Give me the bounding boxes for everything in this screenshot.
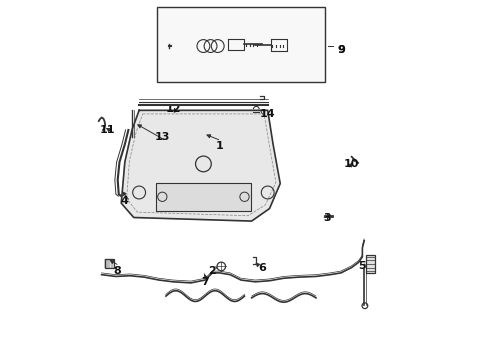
Bar: [365, 255, 374, 273]
Text: 12: 12: [165, 104, 181, 113]
Text: 14: 14: [260, 109, 275, 119]
Text: 6: 6: [258, 262, 266, 273]
Text: 4: 4: [121, 197, 128, 206]
Text: 5: 5: [358, 261, 366, 271]
Bar: [105, 258, 114, 267]
Text: 1: 1: [215, 141, 223, 151]
Text: 7: 7: [201, 277, 209, 287]
Text: 9: 9: [336, 45, 344, 55]
Text: 10: 10: [343, 159, 359, 169]
Text: 9: 9: [336, 45, 344, 55]
FancyBboxPatch shape: [157, 7, 324, 82]
Text: 8: 8: [114, 266, 122, 276]
Text: 2: 2: [208, 266, 216, 276]
Text: 11: 11: [99, 125, 115, 135]
Text: 13: 13: [154, 132, 170, 142]
Text: 3: 3: [322, 212, 330, 222]
FancyBboxPatch shape: [156, 183, 250, 211]
Polygon shape: [121, 111, 280, 221]
